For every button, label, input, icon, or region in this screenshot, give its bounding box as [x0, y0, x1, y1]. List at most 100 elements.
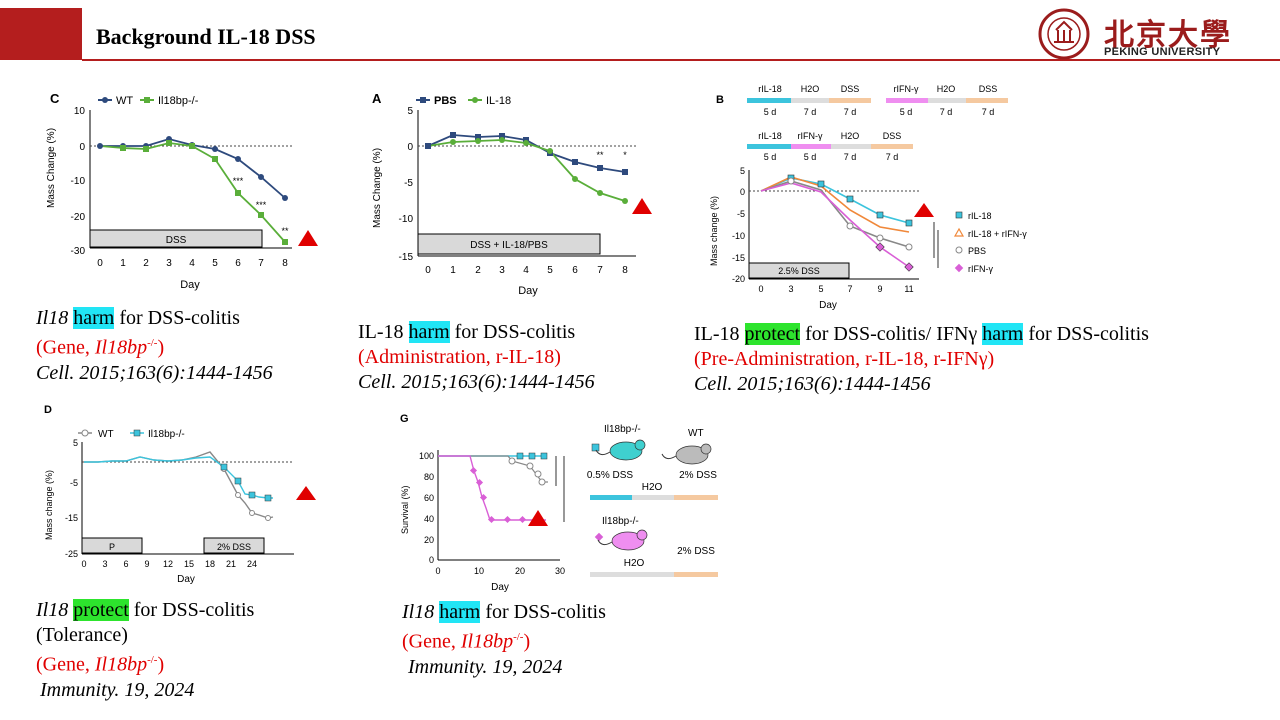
svg-text:20: 20 — [424, 535, 434, 545]
svg-text:DSS: DSS — [841, 84, 860, 94]
svg-text:G: G — [400, 413, 409, 425]
svg-text:B: B — [716, 94, 724, 106]
svg-text:0: 0 — [429, 555, 434, 565]
svg-text:rIFN-γ: rIFN-γ — [798, 131, 823, 141]
panel-b-legend: rIL-18 rIL-18 + rIFN-γ PBS rIFN-γ — [953, 211, 1027, 274]
svg-text:rIL-18 + rIFN-γ: rIL-18 + rIFN-γ — [968, 229, 1027, 239]
svg-text:*: * — [623, 150, 627, 160]
svg-text:WT: WT — [116, 95, 133, 107]
svg-text:-15: -15 — [65, 513, 78, 523]
ko-mouse-pink-icon — [597, 529, 648, 551]
svg-text:DSS: DSS — [883, 131, 902, 141]
svg-text:Il18bp-/-: Il18bp-/- — [602, 516, 639, 527]
svg-text:-10: -10 — [71, 176, 86, 187]
panel-b-chart: B rIL-18 5 d H2O 7 d DSS 7 d rIFN-γ 5 d H2O 7… — [709, 84, 1027, 311]
panel-b-schedule-row1: rIL-18 5 d H2O 7 d DSS 7 d rIFN-γ 5 d H2O 7 d… — [747, 84, 1008, 117]
svg-text:8: 8 — [282, 258, 288, 269]
svg-text:DSS: DSS — [166, 235, 187, 246]
svg-text:D: D — [44, 404, 52, 416]
svg-text:-5: -5 — [70, 478, 78, 488]
svg-text:IL-18: IL-18 — [486, 95, 511, 107]
svg-text:3: 3 — [102, 559, 107, 569]
svg-text:5: 5 — [212, 258, 218, 269]
svg-text:2% DSS: 2% DSS — [677, 546, 715, 557]
svg-text:Survival (%): Survival (%) — [400, 485, 410, 534]
wt-mouse-icon — [661, 443, 712, 465]
svg-text:rIFN-γ: rIFN-γ — [968, 264, 993, 274]
svg-text:-10: -10 — [732, 231, 745, 241]
svg-text:0: 0 — [79, 142, 85, 153]
svg-text:5 d: 5 d — [764, 152, 777, 162]
svg-text:2.5% DSS: 2.5% DSS — [778, 266, 820, 276]
panel-c-caption: Il18 harm for DSS-colitis (Gene, Il18bp-… — [36, 307, 273, 384]
svg-text:100: 100 — [419, 451, 434, 461]
svg-text:**: ** — [281, 226, 289, 236]
svg-text:-5: -5 — [404, 178, 413, 189]
panel-d-chart: D WT Il18bp-/- 5 -5 -15 -25 Mass change (%… — [44, 404, 316, 585]
svg-text:4: 4 — [523, 265, 529, 276]
svg-text:18: 18 — [205, 559, 215, 569]
svg-text:Day: Day — [180, 279, 200, 291]
svg-text:2% DSS: 2% DSS — [217, 542, 251, 552]
svg-text:5: 5 — [818, 284, 823, 294]
svg-text:80: 80 — [424, 472, 434, 482]
svg-text:-5: -5 — [737, 209, 745, 219]
svg-text:***: *** — [256, 200, 267, 210]
svg-text:H2O: H2O — [624, 558, 645, 569]
panel-d-legend: WT Il18bp-/- — [78, 429, 185, 440]
svg-text:10: 10 — [474, 566, 484, 576]
svg-text:6: 6 — [572, 265, 578, 276]
svg-text:0: 0 — [435, 566, 440, 576]
svg-text:7: 7 — [847, 284, 852, 294]
panel-a-caption: IL-18 harm for DSS-colitis (Administrati… — [358, 321, 595, 393]
svg-text:5 d: 5 d — [804, 152, 817, 162]
svg-text:30: 30 — [555, 566, 565, 576]
panel-c-label: C — [50, 91, 60, 106]
svg-text:8: 8 — [622, 265, 628, 276]
svg-text:-20: -20 — [71, 212, 86, 223]
svg-text:5: 5 — [407, 106, 413, 117]
svg-text:H2O: H2O — [937, 84, 956, 94]
svg-text:Day: Day — [491, 582, 509, 593]
svg-text:2: 2 — [475, 265, 481, 276]
svg-text:5: 5 — [740, 166, 745, 176]
svg-text:0: 0 — [740, 187, 745, 197]
svg-text:-10: -10 — [399, 214, 414, 225]
svg-text:7: 7 — [597, 265, 603, 276]
svg-text:-25: -25 — [65, 549, 78, 559]
svg-text:7 d: 7 d — [982, 107, 995, 117]
svg-text:-30: -30 — [71, 246, 86, 257]
svg-text:5 d: 5 d — [764, 107, 777, 117]
svg-text:WT: WT — [688, 428, 704, 439]
svg-text:rIL-18: rIL-18 — [968, 211, 992, 221]
svg-text:5 d: 5 d — [900, 107, 913, 117]
svg-text:Il18bp-/-: Il18bp-/- — [604, 424, 641, 435]
svg-text:-15: -15 — [732, 253, 745, 263]
svg-text:1: 1 — [450, 265, 456, 276]
svg-text:Mass change (%): Mass change (%) — [44, 470, 54, 540]
svg-text:Day: Day — [819, 300, 837, 311]
svg-text:Mass Change (%): Mass Change (%) — [372, 148, 383, 228]
svg-text:Mass Change (%): Mass Change (%) — [46, 128, 57, 208]
panel-d-caption: Il18 protect for DSS-colitis (Tolerance)… — [36, 599, 255, 701]
svg-text:5: 5 — [547, 265, 553, 276]
panel-b-schedule-row2: rIL-18 5 d rIFN-γ 5 d H2O 7 d DSS 7 d — [747, 131, 913, 162]
svg-text:-15: -15 — [399, 252, 414, 263]
panel-c-chart: C WT Il18bp-/- 10 0 -10 -20 -30 Mass Cha… — [46, 91, 318, 291]
svg-text:11: 11 — [904, 284, 913, 294]
svg-text:rIL-18: rIL-18 — [758, 84, 782, 94]
svg-text:5: 5 — [73, 438, 78, 448]
svg-text:2: 2 — [143, 258, 149, 269]
svg-text:40: 40 — [424, 514, 434, 524]
svg-text:PBS: PBS — [968, 246, 986, 256]
panel-g-caption: Il18 harm for DSS-colitis (Gene, Il18bp-… — [402, 601, 606, 678]
svg-text:6: 6 — [123, 559, 128, 569]
slide-title: Background IL-18 DSS — [96, 24, 316, 49]
svg-text:3: 3 — [166, 258, 172, 269]
svg-text:7 d: 7 d — [940, 107, 953, 117]
svg-text:Il18bp-/-: Il18bp-/- — [158, 95, 199, 107]
panel-b-caption: IL-18 protect for DSS-colitis/ IFNγ harm… — [694, 323, 1149, 395]
svg-text:DSS + IL-18/PBS: DSS + IL-18/PBS — [470, 240, 548, 251]
svg-text:6: 6 — [235, 258, 241, 269]
svg-text:0: 0 — [97, 258, 103, 269]
